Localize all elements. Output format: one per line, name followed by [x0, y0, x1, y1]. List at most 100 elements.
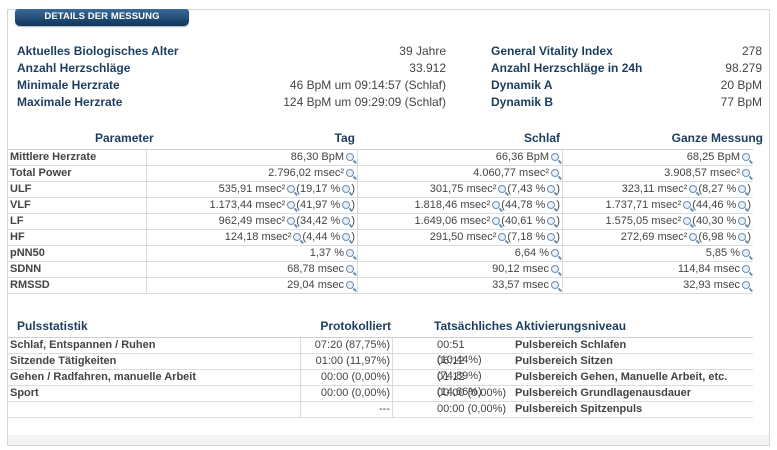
cell-percent: (8,27 % — [698, 183, 737, 195]
cell-value: 32,93 msec — [683, 279, 740, 291]
cell-value: 1.173,44 msec² — [209, 199, 286, 211]
magnifier-icon[interactable] — [551, 153, 559, 161]
magnifier-icon[interactable] — [492, 217, 501, 225]
pulse-zone: Pulsbereich Spitzenpuls — [515, 403, 643, 415]
magnifier-icon[interactable] — [742, 169, 750, 177]
magnifier-icon[interactable] — [342, 185, 351, 193]
cell-value: 29,04 msec — [287, 279, 344, 291]
table-row: pNN50 1,37 % 6,64 % 5,85 % — [8, 246, 753, 262]
magnifier-icon[interactable] — [551, 249, 559, 257]
cell-value: 272,69 msec² — [620, 231, 688, 243]
cell-sleep: 33,57 msec — [357, 278, 562, 294]
cell-value: 1,37 % — [309, 247, 344, 259]
table-row: SDNN 68,78 msec 90,12 msec 114,84 msec — [8, 262, 753, 278]
magnifier-icon[interactable] — [547, 185, 556, 193]
summary-value-vitality-index: 278 — [741, 44, 762, 58]
magnifier-icon[interactable] — [551, 169, 559, 177]
parameter-label: HF — [10, 231, 25, 243]
pulse-actual: 00:51 (10,44%) — [392, 338, 507, 366]
pulse-header-stat: Pulsstatistik — [17, 319, 88, 333]
magnifier-icon[interactable] — [683, 217, 692, 225]
magnifier-icon[interactable] — [492, 201, 501, 209]
cell-close-paren: ) — [351, 183, 355, 195]
magnifier-icon[interactable] — [293, 233, 302, 241]
magnifier-icon[interactable] — [498, 233, 507, 241]
magnifier-icon[interactable] — [742, 281, 750, 289]
magnifier-icon[interactable] — [689, 185, 698, 193]
cell-value: 66,36 BpM — [495, 151, 549, 163]
magnifier-icon[interactable] — [738, 217, 747, 225]
magnifier-icon[interactable] — [346, 153, 354, 161]
magnifier-icon[interactable] — [738, 233, 747, 241]
cell-total: 3.908,57 msec² — [562, 166, 753, 182]
magnifier-icon[interactable] — [547, 217, 556, 225]
pulse-activity-label: Schlaf, Entspannen / Ruhen — [10, 339, 156, 351]
cell-percent: (44,46 % — [692, 199, 737, 211]
parameter-table: Mittlere Herzrate 86,30 BpM 66,36 BpM 68,25… — [8, 150, 753, 294]
summary-label-dynamik-a: Dynamik A — [491, 78, 553, 92]
magnifier-icon[interactable] — [287, 201, 296, 209]
cell-percent: (6,98 % — [698, 231, 737, 243]
magnifier-icon[interactable] — [346, 265, 354, 273]
cell-sleep: 291,50 msec² (7,18 %) — [357, 230, 562, 246]
pulse-actual: 00:00 (0,00%) — [392, 386, 507, 402]
magnifier-icon[interactable] — [551, 281, 559, 289]
magnifier-icon[interactable] — [738, 201, 747, 209]
pulse-row: Schlaf, Entspannen / Ruhen 07:20 (87,75%)… — [8, 338, 753, 366]
cell-total: 114,84 msec — [562, 262, 753, 278]
cell-total: 68,25 BpM — [562, 150, 753, 166]
pulse-actual: 06:12 (74,89%) — [392, 354, 507, 382]
parameter-label: ULF — [10, 183, 32, 195]
magnifier-icon[interactable] — [547, 233, 556, 241]
cell-percent: (7,43 % — [507, 183, 546, 195]
cell-percent: (4,44 % — [302, 231, 341, 243]
magnifier-icon[interactable] — [689, 233, 698, 241]
summary-value-dynamik-a: 20 BpM — [720, 78, 762, 92]
cell-percent: (41,97 % — [296, 199, 341, 211]
cell-value: 291,50 msec² — [429, 231, 497, 243]
magnifier-icon[interactable] — [551, 265, 559, 273]
details-tab[interactable]: DETAILS DER MESSUNG — [15, 9, 189, 26]
magnifier-icon[interactable] — [346, 249, 354, 257]
pulse-table: Schlaf, Entspannen / Ruhen 07:20 (87,75%)… — [8, 338, 753, 418]
magnifier-icon[interactable] — [742, 249, 750, 257]
pulse-zone: Pulsbereich Sitzen — [515, 355, 613, 367]
parameter-label: VLF — [10, 199, 31, 211]
pulse-logged: 00:00 (0,00%) — [300, 370, 392, 386]
magnifier-icon[interactable] — [742, 153, 750, 161]
cell-percent: (40,30 % — [692, 215, 737, 227]
cell-value: 4.060,77 msec² — [473, 167, 549, 179]
magnifier-icon[interactable] — [738, 185, 747, 193]
pulse-row: Gehen / Radfahren, manuelle Arbeit 00:00 … — [8, 370, 753, 398]
cell-day: 2.796,02 msec² — [146, 166, 357, 182]
magnifier-icon[interactable] — [287, 185, 296, 193]
summary-label-max-hr: Maximale Herzrate — [17, 95, 123, 109]
magnifier-icon[interactable] — [547, 201, 556, 209]
cell-total: 1.737,71 msec² (44,46 %) — [562, 198, 753, 214]
cell-close-paren: ) — [747, 231, 751, 243]
panel-content — [8, 10, 769, 435]
cell-day: 535,91 msec² (19,17 %) — [146, 182, 357, 198]
magnifier-icon[interactable] — [346, 281, 354, 289]
pulse-logged: 07:20 (87,75%) — [300, 338, 392, 354]
cell-close-paren: ) — [556, 183, 560, 195]
cell-value: 68,78 msec — [287, 263, 344, 275]
magnifier-icon[interactable] — [498, 185, 507, 193]
parameter-label: RMSSD — [10, 279, 50, 291]
summary-value-bio-age: 39 Jahre — [399, 44, 446, 58]
cell-value: 114,84 msec — [677, 263, 740, 275]
magnifier-icon[interactable] — [683, 201, 692, 209]
cell-close-paren: ) — [556, 199, 560, 211]
cell-value: 68,25 BpM — [686, 151, 740, 163]
magnifier-icon[interactable] — [342, 233, 351, 241]
measurement-details-panel — [7, 9, 770, 446]
magnifier-icon[interactable] — [342, 201, 351, 209]
magnifier-icon[interactable] — [287, 217, 296, 225]
magnifier-icon[interactable] — [742, 265, 750, 273]
magnifier-icon[interactable] — [346, 169, 354, 177]
cell-day: 29,04 msec — [146, 278, 357, 294]
pulse-logged: --- — [300, 402, 392, 418]
magnifier-icon[interactable] — [342, 217, 351, 225]
parameter-label: SDNN — [10, 263, 42, 275]
cell-close-paren: ) — [747, 183, 751, 195]
